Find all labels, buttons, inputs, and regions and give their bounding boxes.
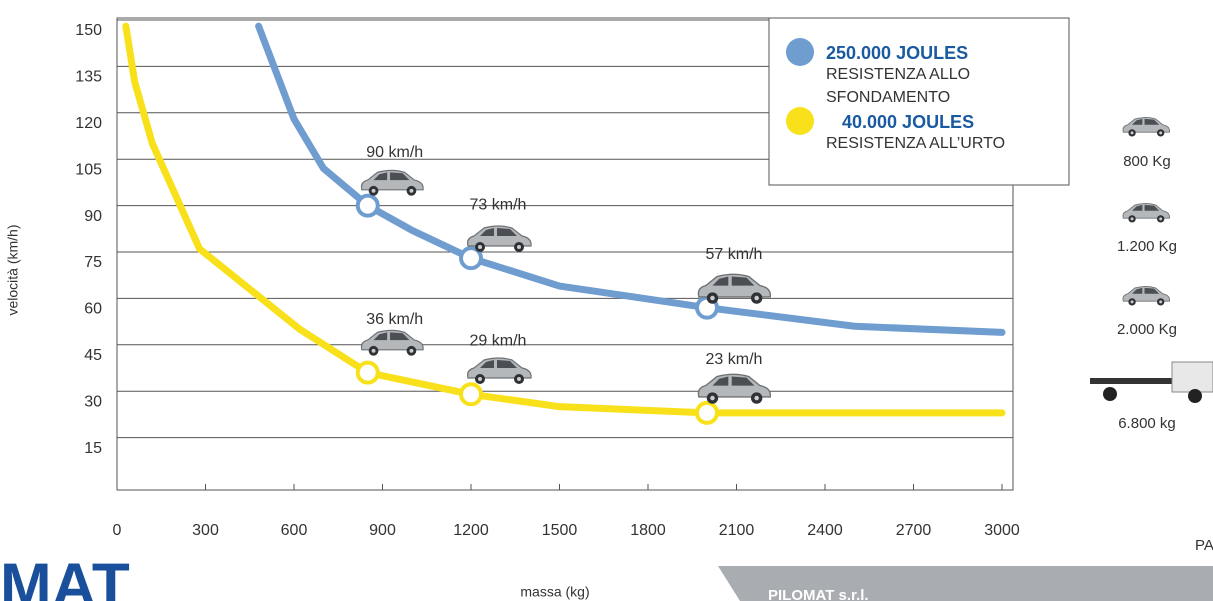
point-label: 29 km/h: [470, 333, 527, 350]
x-tick-label: 900: [369, 522, 396, 539]
y-tick-label: 15: [84, 440, 102, 457]
y-tick-label: 105: [75, 161, 102, 178]
logo: MAT: [0, 551, 130, 601]
x-tick-label: 1500: [542, 522, 578, 539]
y-axis-label: velocità (km/h): [5, 224, 21, 315]
point-label: 57 km/h: [706, 246, 763, 263]
x-tick-label: 1800: [630, 522, 666, 539]
point-marker: [358, 363, 378, 383]
x-tick-label: 1200: [453, 522, 489, 539]
vehicle-weight: 2.000 Kg: [1117, 321, 1177, 338]
legend-label: 250.000 JOULES: [826, 43, 968, 63]
x-tick-label: 0: [113, 522, 122, 539]
legend-description: SFONDAMENTO: [826, 89, 950, 106]
y-tick-label: 30: [84, 393, 102, 410]
x-tick-label: 2700: [896, 522, 932, 539]
x-tick-label: 600: [281, 522, 308, 539]
y-tick-label: 75: [84, 254, 102, 271]
x-tick-label: 3000: [984, 522, 1020, 539]
y-tick-label: 120: [75, 115, 102, 132]
legend-description: RESISTENZA ALLO: [826, 66, 970, 83]
vehicle-weight: 1.200 Kg: [1117, 238, 1177, 255]
point-label: 23 km/h: [706, 351, 763, 368]
vehicle-weight: 6.800 kg: [1118, 415, 1176, 432]
vehicle-weight: 800 Kg: [1123, 153, 1171, 170]
chart: 1530456075901051201351500300600900120015…: [0, 0, 1213, 601]
legend-swatch: [786, 107, 814, 135]
point-marker: [358, 196, 378, 216]
point-label: 36 km/h: [366, 311, 423, 328]
point-marker: [697, 403, 717, 423]
legend-description: RESISTENZA ALL’URTO: [826, 135, 1005, 152]
x-axis-label: massa (kg): [520, 584, 589, 600]
point-marker: [461, 384, 481, 404]
y-tick-label: 45: [84, 347, 102, 364]
footer-company: PILOMAT s.r.l.: [768, 587, 869, 601]
y-tick-label: 135: [75, 69, 102, 86]
x-tick-label: 300: [192, 522, 219, 539]
point-label: 73 km/h: [470, 196, 527, 213]
x-tick-label: 2100: [719, 522, 755, 539]
legend-label: 40.000 JOULES: [842, 112, 974, 132]
legend-swatch: [786, 38, 814, 66]
point-label: 90 km/h: [366, 144, 423, 161]
y-tick-label: 90: [84, 208, 102, 225]
y-tick-label: 60: [84, 301, 102, 318]
footer-fragment: PA: [1195, 537, 1213, 554]
x-tick-label: 2400: [807, 522, 843, 539]
y-tick-label: 150: [75, 22, 102, 39]
